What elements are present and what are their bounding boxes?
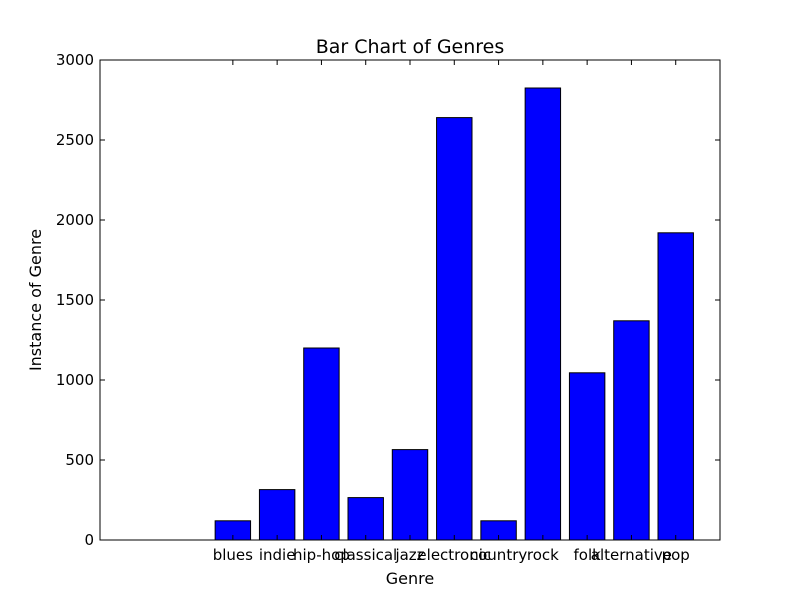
- x-tick-label-electronic: electronic: [417, 546, 491, 564]
- y-tick-label: 2500: [56, 131, 94, 149]
- bar-alternative: [613, 320, 650, 541]
- y-tick-label: 500: [65, 451, 94, 469]
- x-tick-label-pop: pop: [662, 546, 690, 564]
- y-tick-label: 3000: [56, 51, 94, 69]
- x-tick-label-folk: folk: [573, 546, 601, 564]
- x-tick-label-country: country: [470, 546, 527, 564]
- x-axis-label: Genre: [386, 569, 434, 588]
- bar-indie: [258, 489, 296, 541]
- bar-classical: [347, 497, 384, 541]
- x-tick-label-blues: blues: [213, 546, 253, 564]
- chart-title: Bar Chart of Genres: [316, 36, 505, 58]
- bars-layer: [214, 87, 694, 541]
- x-tick-label-alternative: alternative: [591, 546, 672, 564]
- bar-pop: [657, 232, 694, 541]
- x-tick-label-jazz: jazz: [394, 546, 424, 564]
- y-tick-label: 1000: [56, 371, 94, 389]
- x-axis-ticks: blues indiehip-hopclassicaljazzelectronic…: [213, 60, 690, 564]
- x-tick-label-classical: classical: [334, 546, 397, 564]
- bar-hip-hop: [303, 347, 340, 541]
- y-tick-label: 2000: [56, 211, 94, 229]
- bar-folk: [568, 372, 606, 541]
- bar-electronic: [436, 117, 473, 541]
- y-axis-label: Instance of Genre: [26, 229, 45, 371]
- x-tick-label-hip-hop: hip-hop: [293, 546, 350, 564]
- bar-jazz: [391, 449, 429, 541]
- y-tick-label: 1500: [56, 291, 94, 309]
- y-axis-ticks: 0 500 1000 1500 2000 2500 3000: [56, 51, 720, 549]
- x-tick-label-indie: indie: [259, 546, 296, 564]
- x-tick-label-rock: rock: [527, 546, 559, 564]
- bar-rock: [524, 87, 562, 541]
- y-tick-label: 0: [84, 531, 94, 549]
